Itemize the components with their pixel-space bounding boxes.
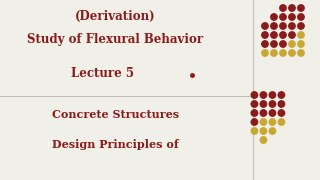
Circle shape — [271, 32, 277, 38]
Circle shape — [280, 5, 286, 11]
Circle shape — [298, 41, 304, 47]
Circle shape — [298, 50, 304, 56]
Circle shape — [251, 119, 258, 125]
Text: (Derivation): (Derivation) — [75, 10, 156, 23]
Circle shape — [260, 137, 267, 143]
Circle shape — [262, 41, 268, 47]
Circle shape — [280, 32, 286, 38]
Circle shape — [289, 32, 295, 38]
Text: Concrete Structures: Concrete Structures — [52, 109, 179, 120]
Circle shape — [260, 92, 267, 98]
Circle shape — [280, 23, 286, 29]
Circle shape — [289, 50, 295, 56]
Circle shape — [278, 119, 284, 125]
Circle shape — [289, 14, 295, 20]
Circle shape — [280, 41, 286, 47]
Circle shape — [271, 50, 277, 56]
Circle shape — [262, 32, 268, 38]
Circle shape — [278, 92, 284, 98]
Circle shape — [289, 41, 295, 47]
Circle shape — [269, 101, 276, 107]
Circle shape — [251, 101, 258, 107]
Circle shape — [269, 110, 276, 116]
Circle shape — [298, 23, 304, 29]
Circle shape — [260, 119, 267, 125]
Circle shape — [262, 23, 268, 29]
Circle shape — [278, 110, 284, 116]
Circle shape — [251, 110, 258, 116]
Circle shape — [271, 14, 277, 20]
Text: Design Principles of: Design Principles of — [52, 138, 179, 150]
Circle shape — [260, 110, 267, 116]
Circle shape — [280, 14, 286, 20]
Circle shape — [260, 101, 267, 107]
Circle shape — [251, 128, 258, 134]
Circle shape — [269, 119, 276, 125]
Circle shape — [271, 23, 277, 29]
Circle shape — [269, 92, 276, 98]
Circle shape — [289, 23, 295, 29]
Circle shape — [289, 5, 295, 11]
Circle shape — [298, 5, 304, 11]
Circle shape — [262, 50, 268, 56]
Circle shape — [260, 128, 267, 134]
Circle shape — [269, 128, 276, 134]
Circle shape — [298, 32, 304, 38]
Text: Study of Flexural Behavior: Study of Flexural Behavior — [27, 33, 203, 46]
Circle shape — [278, 101, 284, 107]
Circle shape — [298, 14, 304, 20]
Circle shape — [251, 92, 258, 98]
Text: Lecture 5: Lecture 5 — [71, 67, 134, 80]
Circle shape — [280, 50, 286, 56]
Circle shape — [271, 41, 277, 47]
